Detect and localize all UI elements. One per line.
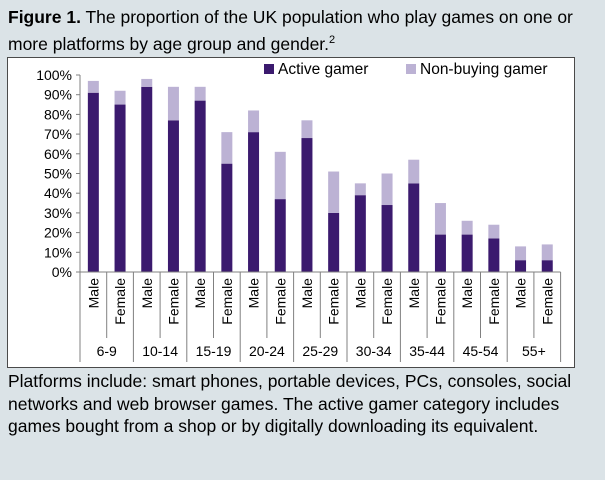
y-tick-label: 90%	[44, 87, 72, 103]
legend-label-active-gamer: Active gamer	[278, 61, 368, 78]
bar-active-gamer	[221, 163, 233, 272]
x-group-label: 15-19	[196, 343, 232, 359]
x-group-label: 55+	[522, 343, 546, 359]
bar-active-gamer	[408, 183, 420, 272]
x-group-label: 45-54	[463, 343, 499, 359]
bar-non-buying-gamer	[248, 110, 260, 133]
x-tick-label: Male	[352, 278, 368, 309]
bar-active-gamer	[541, 260, 553, 272]
x-tick-label: Male	[246, 278, 262, 309]
x-group-label: 6-9	[97, 343, 117, 359]
bar-non-buying-gamer	[301, 120, 313, 139]
bar-non-buying-gamer	[488, 224, 500, 239]
legend-label-non-buying-gamer: Non-buying gamer	[420, 61, 548, 78]
bar-active-gamer	[461, 234, 473, 272]
x-tick-label: Female	[165, 278, 181, 325]
x-tick-label: Female	[219, 278, 235, 325]
figure-title: Figure 1. The proportion of the UK popul…	[8, 4, 600, 58]
x-tick-label: Male	[299, 278, 315, 309]
x-tick-label: Female	[326, 278, 342, 325]
stacked-bar-chart: 0% 10% 20% 30% 40% 50% 60% 70% 80% 90% 100% Male Fem…	[36, 61, 562, 362]
x-tick-label: Male	[406, 278, 422, 309]
y-tick-label: 0%	[52, 264, 72, 280]
y-tick-label: 10%	[44, 244, 72, 260]
bar-non-buying-gamer	[274, 151, 286, 200]
x-group-label: 30-34	[356, 343, 392, 359]
bar-non-buying-gamer	[354, 183, 366, 196]
bar-active-gamer	[354, 195, 366, 272]
x-tick-label: Female	[272, 278, 288, 325]
y-tick-label: 80%	[44, 106, 72, 122]
x-group-label: 35-44	[409, 343, 445, 359]
bar-active-gamer	[194, 100, 206, 272]
bar-non-buying-gamer	[328, 171, 340, 213]
bar-active-gamer	[114, 104, 126, 272]
y-tick-label: 20%	[44, 225, 72, 241]
x-tick-label: Male	[85, 278, 101, 309]
x-tick-label: Male	[192, 278, 208, 309]
bar-non-buying-gamer	[461, 220, 473, 235]
bar-active-gamer	[141, 86, 153, 272]
x-group-label: 10-14	[142, 343, 178, 359]
bar-active-gamer	[328, 212, 340, 272]
y-tick-label: 50%	[44, 166, 72, 182]
y-tick-label: 40%	[44, 185, 72, 201]
bar-non-buying-gamer	[141, 78, 153, 87]
bar-active-gamer	[248, 132, 260, 272]
x-tick-label: Female	[432, 278, 448, 325]
y-tick-label: 100%	[36, 67, 72, 83]
x-tick-label: Male	[459, 278, 475, 309]
x-tick-label: Female	[112, 278, 128, 325]
footnote: Platforms include: smart phones, portabl…	[8, 371, 572, 436]
bar-active-gamer	[434, 234, 446, 272]
legend-swatch-active-gamer	[264, 64, 274, 74]
bar-non-buying-gamer	[167, 86, 179, 121]
bar-active-gamer	[87, 92, 99, 272]
chart-area: 0% 10% 20% 30% 40% 50% 60% 70% 80% 90% 100% Male Fem…	[7, 57, 575, 368]
bar-active-gamer	[274, 199, 286, 272]
bar-non-buying-gamer	[408, 159, 420, 184]
x-tick-label: Male	[139, 278, 155, 309]
legend-swatch-non-buying-gamer	[406, 64, 416, 74]
y-tick-label: 70%	[44, 126, 72, 142]
bar-active-gamer	[515, 260, 527, 272]
x-tick-label: Female	[539, 278, 555, 325]
bar-active-gamer	[301, 138, 313, 272]
bar-non-buying-gamer	[381, 173, 393, 206]
figure-superscript: 2	[329, 34, 336, 46]
bar-active-gamer	[488, 238, 500, 272]
y-tick-label: 30%	[44, 205, 72, 221]
figure-label: Figure 1.	[8, 7, 81, 27]
bar-non-buying-gamer	[434, 203, 446, 235]
x-group-label: 20-24	[249, 343, 285, 359]
x-tick-label: Male	[513, 278, 529, 309]
x-tick-label: Female	[379, 278, 395, 325]
bar-active-gamer	[381, 205, 393, 272]
bar-non-buying-gamer	[221, 132, 233, 164]
bar-active-gamer	[167, 120, 179, 272]
bar-non-buying-gamer	[194, 86, 206, 101]
bar-non-buying-gamer	[114, 90, 126, 105]
bar-non-buying-gamer	[87, 80, 99, 93]
x-tick-label: Female	[486, 278, 502, 325]
bar-non-buying-gamer	[541, 244, 553, 261]
x-group-label: 25-29	[302, 343, 338, 359]
bar-non-buying-gamer	[515, 246, 527, 261]
figure-caption: The proportion of the UK population who …	[8, 7, 573, 54]
y-tick-label: 60%	[44, 146, 72, 162]
